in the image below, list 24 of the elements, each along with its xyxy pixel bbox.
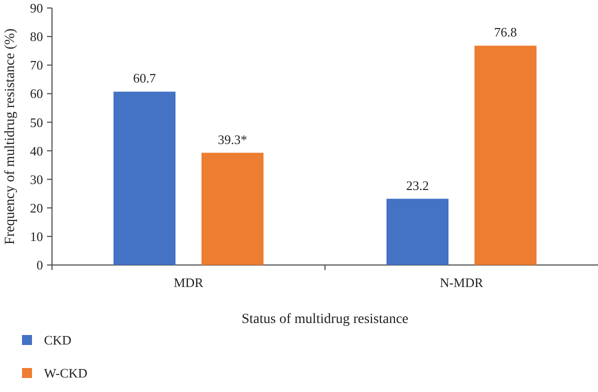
y-tick-label: 10 [30,228,43,244]
y-tick-label: 60 [30,86,43,102]
x-axis-title: Status of multidrug resistance [242,312,408,327]
legend-label: W-CKD [44,366,88,381]
data-label: 60.7 [133,70,156,86]
bar [202,152,264,265]
y-tick-label: 30 [30,172,43,187]
y-tick-label: 80 [30,29,43,44]
data-label: 23.2 [406,178,429,193]
x-tick-label: MDR [174,275,204,290]
y-tick-label: 90 [30,0,43,16]
data-label: 39.3* [218,132,248,147]
data-label: 76.8 [494,24,517,40]
y-tick-label: 40 [30,143,43,158]
bar [386,198,448,265]
x-tick-label: N-MDR [440,275,484,290]
bar [474,46,536,265]
legend-label: CKD [44,332,72,348]
y-tick-label: 70 [30,58,43,73]
y-axis-title: Frequency of multidrug resistance (%) [3,28,18,245]
y-tick-label: 20 [30,200,43,216]
bar [114,92,176,265]
y-tick-label: 0 [36,258,43,273]
y-tick-label: 50 [30,114,43,130]
